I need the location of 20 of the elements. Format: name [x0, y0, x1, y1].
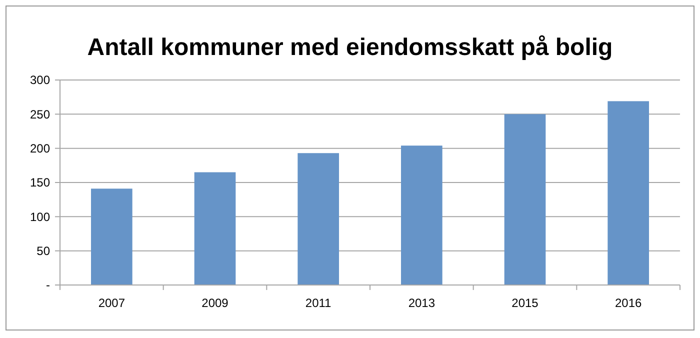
- bar: [504, 114, 546, 285]
- bar: [91, 188, 132, 285]
- x-tick-label: 2009: [202, 296, 229, 310]
- bar: [608, 101, 649, 285]
- x-tick-label: 2013: [408, 296, 436, 310]
- chart-title: Antall kommuner med eiendomsskatt på bolig: [87, 34, 613, 61]
- bar: [194, 172, 236, 285]
- y-tick-label: 200: [30, 142, 50, 156]
- y-tick-label: 300: [30, 73, 50, 88]
- y-tick-label: 250: [30, 107, 50, 122]
- y-tick-label: -: [46, 278, 50, 292]
- x-tick-label: 2007: [98, 296, 126, 310]
- x-tick-label: 2016: [614, 296, 642, 310]
- y-tick-label: 100: [30, 210, 50, 224]
- y-tick-label: 150: [30, 176, 50, 190]
- x-tick-label: 2011: [305, 296, 332, 310]
- bar: [298, 153, 339, 285]
- x-tick-label: 2015: [512, 296, 539, 310]
- y-tick-label: 50: [36, 244, 50, 258]
- bar: [401, 146, 442, 285]
